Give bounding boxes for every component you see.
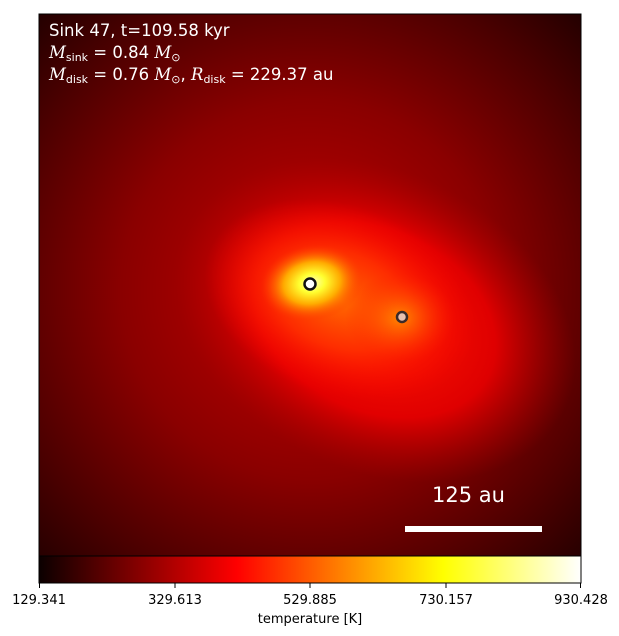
radius-unit: au <box>312 65 334 84</box>
sink-mass-value: 0.84 <box>112 43 150 62</box>
colorbar-tick-label: 329.613 <box>148 593 202 608</box>
colorbar-tick-label: 129.341 <box>12 593 66 608</box>
sink-mass-line: Msink = 0.84 M⊙ <box>49 43 181 64</box>
disk-info-line: Mdisk = 0.76 M⊙, Rdisk = 229.37 au <box>49 65 334 86</box>
colorbar-label: temperature [K] <box>258 612 363 627</box>
disk-mass-value: 0.76 <box>112 65 150 84</box>
colorbar-ticks <box>39 583 581 588</box>
radius-symbol: R <box>191 65 204 84</box>
colorbar-tick-label: 730.157 <box>419 593 473 608</box>
disk-subscript: disk <box>65 73 89 86</box>
secondary-sink-marker <box>395 310 409 324</box>
mass-symbol: M <box>49 65 66 84</box>
solar-subscript: ⊙ <box>171 51 181 64</box>
sink-info-line-1: Sink 47, t=109.58 kyr <box>49 21 230 40</box>
sink-subscript: sink <box>65 51 89 64</box>
solar-subscript: ⊙ <box>171 73 181 86</box>
colorbar-tick-label: 930.428 <box>554 593 608 608</box>
solar-mass-symbol: M <box>154 43 172 62</box>
primary-sink-marker <box>303 277 317 291</box>
disk-radius-subscript: disk <box>203 73 226 86</box>
solar-mass-symbol: M <box>154 65 172 84</box>
disk-radius-value: 229.37 <box>249 65 308 84</box>
colorbar <box>38 555 582 584</box>
scale-bar-label: 125 au <box>432 483 505 507</box>
heatmap-image <box>39 14 581 556</box>
scale-bar <box>405 526 542 532</box>
mass-symbol: M <box>49 43 66 62</box>
colorbar-tick-label: 529.885 <box>283 593 337 608</box>
